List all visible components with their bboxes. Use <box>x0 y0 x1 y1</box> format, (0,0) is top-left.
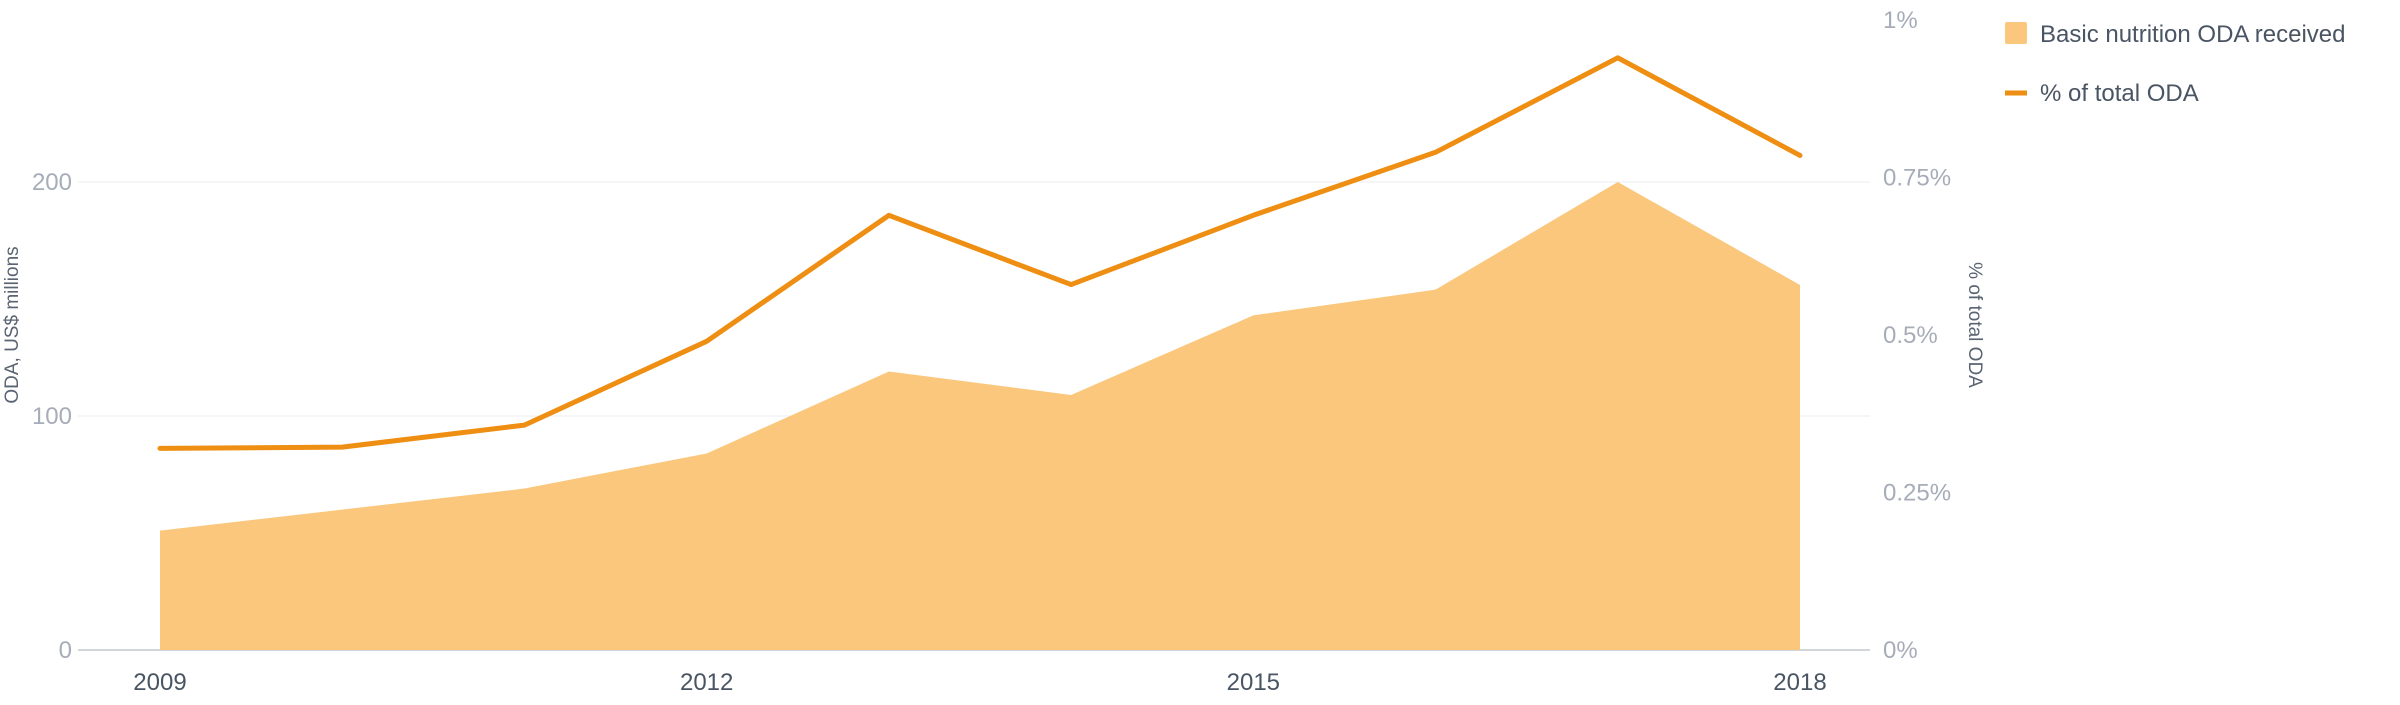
x-tick-label: 2018 <box>1773 669 1826 696</box>
x-tick-label: 2009 <box>133 669 186 696</box>
y-right-tick-label: 0.5% <box>1883 322 1938 349</box>
legend-label-line: % of total ODA <box>2040 80 2199 107</box>
x-tick-label: 2012 <box>680 669 733 696</box>
legend-swatch-area <box>2005 22 2027 44</box>
legend-label-area: Basic nutrition ODA received <box>2040 21 2345 48</box>
y-right-tick-label: 0.75% <box>1883 165 1951 192</box>
y-left-axis-label: ODA, US$ millions <box>2 246 23 403</box>
y-left-tick-label: 0 <box>59 637 72 664</box>
y-left-tick-label: 100 <box>32 403 72 430</box>
y-right-tick-label: 1% <box>1883 7 1918 34</box>
y-right-axis-label: % of total ODA <box>1964 262 1985 388</box>
legend-layer: Basic nutrition ODA received % of total O… <box>2005 21 2345 107</box>
x-tick-label: 2015 <box>1227 669 1280 696</box>
y-right-tick-label: 0% <box>1883 637 1918 664</box>
y-right-tick-label: 0.25% <box>1883 480 1951 507</box>
y-left-tick-label: 200 <box>32 169 72 196</box>
